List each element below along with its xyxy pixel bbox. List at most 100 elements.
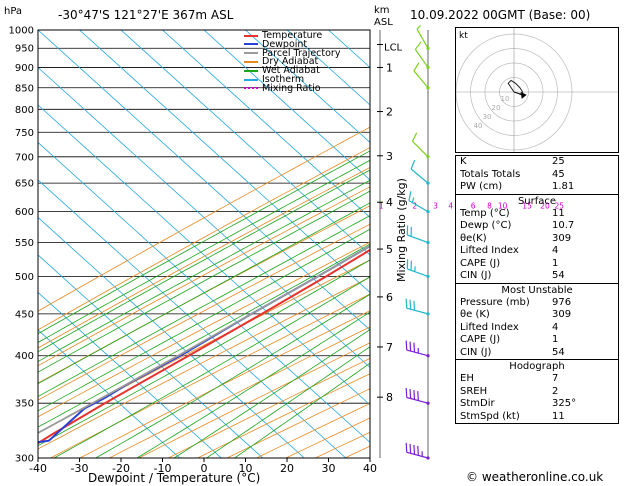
most-unstable-label: θe (K): [460, 309, 490, 320]
temperature-series-line: [38, 248, 370, 445]
most-unstable-value: 309: [552, 309, 572, 320]
wet-adiabat-line: [38, 215, 370, 397]
legend-label: Dry Adiabat: [262, 56, 319, 68]
storm-motion-arrow: [520, 91, 527, 99]
datetime-title: 10.09.2022 00GMT (Base: 00): [410, 8, 591, 22]
mixing-ratio-tick-label: 1: [379, 202, 384, 211]
hodograph-ring-label: 20: [492, 104, 501, 112]
pressure-tick-label: 500: [15, 272, 34, 283]
dry-adiabat-line: [109, 326, 370, 458]
dry-adiabat-line: [38, 126, 370, 312]
surface-section: Surface Temp (°C) 11 Dewp (°C) 10.7 θe(K) 309…: [456, 193, 618, 283]
most-unstable-title: Most Unstable: [501, 284, 573, 296]
hodograph-param-value: 2: [552, 385, 559, 397]
most-unstable-row: Pressure (mb) 976: [456, 297, 618, 310]
most-unstable-row: Lifted Index 4: [456, 322, 618, 335]
wind-barb: [405, 442, 430, 460]
pressure-tick-label: 850: [15, 83, 34, 94]
most-unstable-value: 54: [552, 346, 565, 358]
x-tick-label: 20: [280, 462, 294, 475]
hodograph-param-label: SREH: [460, 385, 488, 397]
mixing-ratio-tick-label: 2: [412, 202, 417, 211]
x-tick-label: -10: [154, 462, 172, 475]
dry-adiabat-line: [50, 293, 370, 458]
mixing-ratio-tick-label: 25: [554, 202, 564, 211]
isotherm-line: [38, 329, 181, 458]
wind-barb: [414, 41, 430, 70]
wet-adiabat-line: [53, 276, 370, 458]
surface-value: 1: [552, 257, 559, 269]
hodograph-param-label: StmDir: [460, 398, 495, 409]
pressure-tick-label: 650: [15, 179, 34, 190]
most-unstable-label: CAPE (J): [460, 334, 501, 345]
wet-adiabat-line: [38, 228, 370, 412]
index-row: K 25: [456, 156, 618, 169]
mixing-ratio-axis-label: Mixing Ratio (g/kg): [395, 178, 408, 282]
wind-barb: [406, 259, 430, 279]
km-tick-label: 7: [386, 341, 393, 354]
surface-row: CAPE (J) 1: [456, 258, 618, 271]
pressure-tick-label: 400: [15, 351, 34, 362]
hodograph-table-title: Hodograph: [509, 361, 565, 372]
pressure-tick-label: 450: [15, 309, 34, 320]
isotherm-line: [203, 30, 370, 181]
hodograph-unit-label: kt: [459, 31, 468, 41]
wet-adiabat-line: [38, 169, 370, 353]
hodograph-param-value: 7: [552, 373, 559, 384]
isotherm-line: [38, 104, 370, 406]
x-tick-label: 30: [322, 462, 336, 475]
legend-item: Parcel Trajectory: [244, 47, 341, 59]
legend-item: Dewpoint: [244, 40, 307, 49]
km-tick-label: 5: [386, 243, 393, 256]
isotherm-line: [38, 141, 370, 443]
km-tick-label: 6: [386, 291, 393, 304]
surface-value: 11: [552, 207, 565, 219]
index-label: PW (cm): [460, 181, 503, 192]
surface-label: Dewp (°C): [460, 220, 512, 231]
most-unstable-label: Pressure (mb): [460, 296, 530, 308]
legend-label: Wet Adiabat: [262, 65, 320, 77]
legend-swatch: [244, 52, 258, 55]
wet-adiabat-line: [38, 243, 370, 428]
surface-label: θe(K): [460, 232, 487, 244]
hodograph-ring-label: 10: [501, 95, 510, 103]
most-unstable-row: CAPE (J) 1: [456, 334, 618, 347]
most-unstable-label: CIN (J): [460, 346, 492, 358]
hodograph-param-value: 11: [552, 410, 565, 422]
dry-adiabat-line: [38, 276, 370, 450]
x-tick-label: -20: [112, 462, 130, 475]
mixing-ratio-tick-label: 8: [487, 202, 492, 211]
most-unstable-row: CIN (J) 54: [456, 347, 618, 360]
parcel-trajectory-series-line: [38, 245, 370, 435]
km-tick-label: 2: [386, 106, 393, 119]
legend-label: Temperature: [262, 30, 323, 41]
isotherm-line: [286, 30, 370, 106]
legend-item: Temperature: [244, 31, 322, 40]
legend-swatch: [244, 34, 258, 37]
surface-label: CIN (J): [460, 270, 492, 281]
legend-label: Parcel Trajectory: [262, 47, 341, 59]
surface-row: CIN (J) 54: [456, 270, 618, 283]
wet-adiabat-line: [173, 329, 370, 458]
wet-adiabat-line: [95, 293, 370, 458]
surface-label: Lifted Index: [460, 245, 519, 256]
legend-item: Isotherm: [244, 75, 304, 84]
most-unstable-value: 4: [552, 321, 559, 333]
hodograph-section: Hodograph EH 7 SREH 2 StmDir 325° StmSpd (kt) 1…: [456, 359, 618, 423]
mixing-ratio-tick-label: 20: [540, 202, 550, 211]
pressure-tick-label: 550: [15, 238, 34, 249]
wet-adiabat-line: [38, 190, 370, 373]
legend-label: Isotherm: [262, 74, 305, 85]
wind-barb: [411, 132, 430, 159]
index-value: 45: [552, 168, 565, 180]
hodograph-param-row: SREH 2: [456, 386, 618, 399]
isotherm-line: [245, 30, 370, 144]
wind-barb: [406, 225, 430, 245]
legend-swatch: [244, 43, 258, 46]
index-row: PW (cm) 1.81: [456, 181, 618, 194]
isotherm-line: [38, 291, 222, 458]
isotherm-line: [162, 30, 370, 218]
km-tick-label: 1: [386, 61, 393, 74]
isotherm-line: [38, 216, 305, 458]
